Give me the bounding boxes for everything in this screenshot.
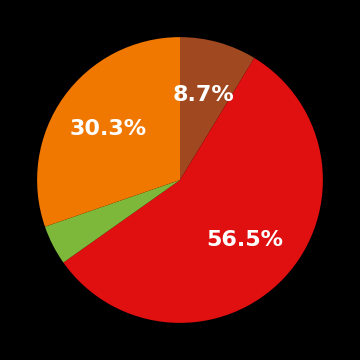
Wedge shape <box>180 37 254 180</box>
Text: 8.7%: 8.7% <box>173 85 235 105</box>
Wedge shape <box>37 37 180 227</box>
Text: 30.3%: 30.3% <box>69 118 147 139</box>
Wedge shape <box>45 180 180 262</box>
Wedge shape <box>63 58 323 323</box>
Text: 56.5%: 56.5% <box>206 230 283 251</box>
